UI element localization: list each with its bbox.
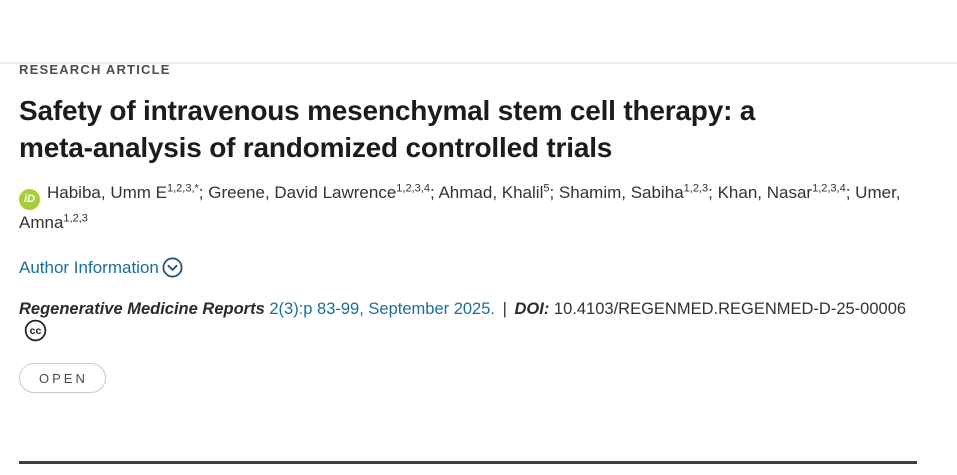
author-name[interactable]: Ahmad, Khalil5 — [438, 182, 550, 202]
orcid-icon[interactable]: iD — [19, 189, 40, 210]
citation-line: Regenerative Medicine Reports 2(3):p 83-… — [19, 300, 931, 347]
cc-license-icon[interactable]: cc — [24, 319, 47, 347]
author-name[interactable]: Greene, David Lawrence1,2,3,4 — [208, 182, 430, 202]
author-affiliation-superscript: 1,2,3 — [683, 182, 709, 195]
author-name[interactable]: Umer, Amna1,2,3 — [19, 183, 901, 232]
author-affiliation-superscript: 1,2,3,4 — [812, 182, 846, 195]
author-names: Habiba, Umm E1,2,3,*; Greene, David Lawr… — [19, 182, 901, 232]
article-title: Safety of intravenous mesenchymal stem c… — [19, 95, 756, 163]
journal-name-link[interactable]: Regenerative Medicine Reports — [19, 300, 265, 318]
author-affiliation-superscript: 1,2,3,4 — [396, 182, 430, 195]
article-header-page: RESEARCH ARTICLE Safety of intravenous m… — [0, 62, 957, 475]
doi-value: 10.4103/REGENMED.REGENMED-D-25-00006 — [553, 300, 907, 318]
author-name[interactable]: Khan, Nasar1,2,3,4 — [717, 182, 846, 202]
author-name[interactable]: Habiba, Umm E1,2,3,* — [47, 182, 199, 202]
author-information-link[interactable]: Author Information — [19, 258, 159, 277]
author-name[interactable]: Shamim, Sabiha1,2,3 — [558, 182, 709, 202]
chevron-down-icon[interactable] — [162, 257, 183, 283]
top-divider — [0, 62, 957, 64]
svg-text:cc: cc — [30, 325, 42, 337]
author-affiliation-superscript: 1,2,3 — [63, 212, 88, 225]
author-affiliation-superscript: 1,2,3,* — [166, 182, 199, 195]
author-affiliation-superscript: 5 — [543, 182, 550, 195]
author-information-row: Author Information — [19, 257, 937, 283]
bottom-divider — [19, 461, 917, 464]
doi-label: DOI: — [514, 300, 550, 318]
article-type-label: RESEARCH ARTICLE — [19, 62, 171, 77]
citation-separator: | — [502, 300, 507, 318]
author-list: iD Habiba, Umm E1,2,3,*; Greene, David La… — [19, 180, 931, 236]
citation-issue: 2(3):p 83-99, September 2025. — [269, 300, 495, 318]
open-access-badge[interactable]: OPEN — [19, 363, 106, 393]
